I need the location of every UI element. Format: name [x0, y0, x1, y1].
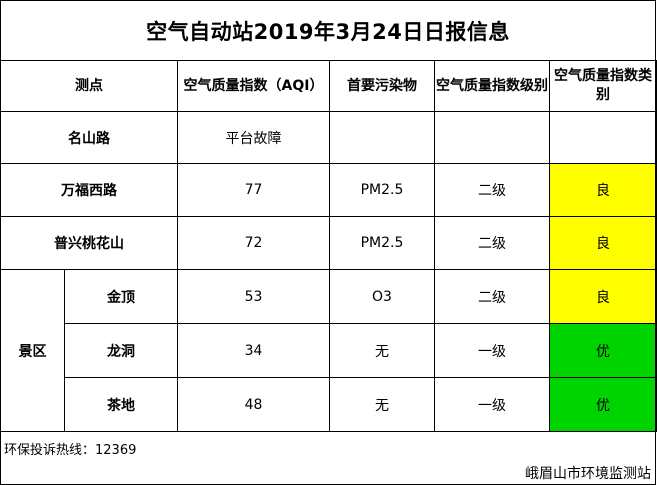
aqi-value: 48	[177, 377, 330, 432]
pollutant-value: PM2.5	[329, 216, 435, 270]
aqi-value: 72	[177, 216, 330, 270]
category-value: 优	[549, 323, 657, 378]
station-name: 普兴桃花山	[0, 216, 178, 270]
scenic-group-label: 景区	[0, 269, 65, 432]
report-title: 空气自动站2019年3月24日日报信息	[0, 0, 656, 60]
pollutant-value: PM2.5	[329, 163, 435, 217]
table-row: 景区 金顶 53 O3 二级 良	[0, 269, 657, 432]
hotline-text: 环保投诉热线：12369	[4, 442, 137, 458]
header-category: 空气质量指数类别	[549, 60, 657, 112]
category-value	[549, 111, 657, 164]
header-pollutant: 首要污染物	[329, 60, 435, 112]
level-value: 一级	[434, 323, 550, 378]
station-name: 龙洞	[64, 323, 178, 378]
level-value: 一级	[434, 377, 550, 432]
aqi-value: 平台故障	[177, 111, 330, 164]
table-row: 茶地 48 无 一级 优	[1, 377, 657, 432]
aqi-value: 34	[177, 323, 330, 378]
pollutant-value: O3	[329, 269, 435, 324]
table-row: 万福西路 77 PM2.5 二级 良	[0, 163, 657, 217]
category-value: 优	[549, 377, 657, 432]
aqi-value: 53	[177, 269, 330, 324]
station-name: 万福西路	[0, 163, 178, 217]
level-value: 二级	[434, 216, 550, 270]
header-aqi: 空气质量指数（AQI）	[177, 60, 330, 112]
pollutant-value: 无	[329, 377, 435, 432]
station-name: 茶地	[64, 377, 178, 432]
table-row: 名山路 平台故障	[0, 111, 657, 164]
organization-name: 峨眉山市环境监测站	[525, 466, 651, 482]
category-value: 良	[549, 269, 657, 324]
station-name: 名山路	[0, 111, 178, 164]
header-level: 空气质量指数级别	[434, 60, 550, 112]
level-value	[434, 111, 550, 164]
category-value: 良	[549, 216, 657, 270]
pollutant-value	[329, 111, 435, 164]
pollutant-value: 无	[329, 323, 435, 378]
header-station: 测点	[0, 60, 178, 112]
level-value: 二级	[434, 163, 550, 217]
category-value: 良	[549, 163, 657, 217]
sheet-border-right	[655, 60, 656, 485]
station-name: 金顶	[64, 269, 178, 324]
aqi-value: 77	[177, 163, 330, 217]
aqi-table: 测点 空气质量指数（AQI） 首要污染物 空气质量指数级别 空气质量指数类别 名…	[0, 60, 657, 432]
level-value: 二级	[434, 269, 550, 324]
table-row: 龙洞 34 无 一级 优	[1, 323, 657, 378]
table-row: 普兴桃花山 72 PM2.5 二级 良	[0, 216, 657, 270]
header-row: 测点 空气质量指数（AQI） 首要污染物 空气质量指数级别 空气质量指数类别	[0, 60, 657, 112]
sheet-border-left	[0, 60, 1, 485]
